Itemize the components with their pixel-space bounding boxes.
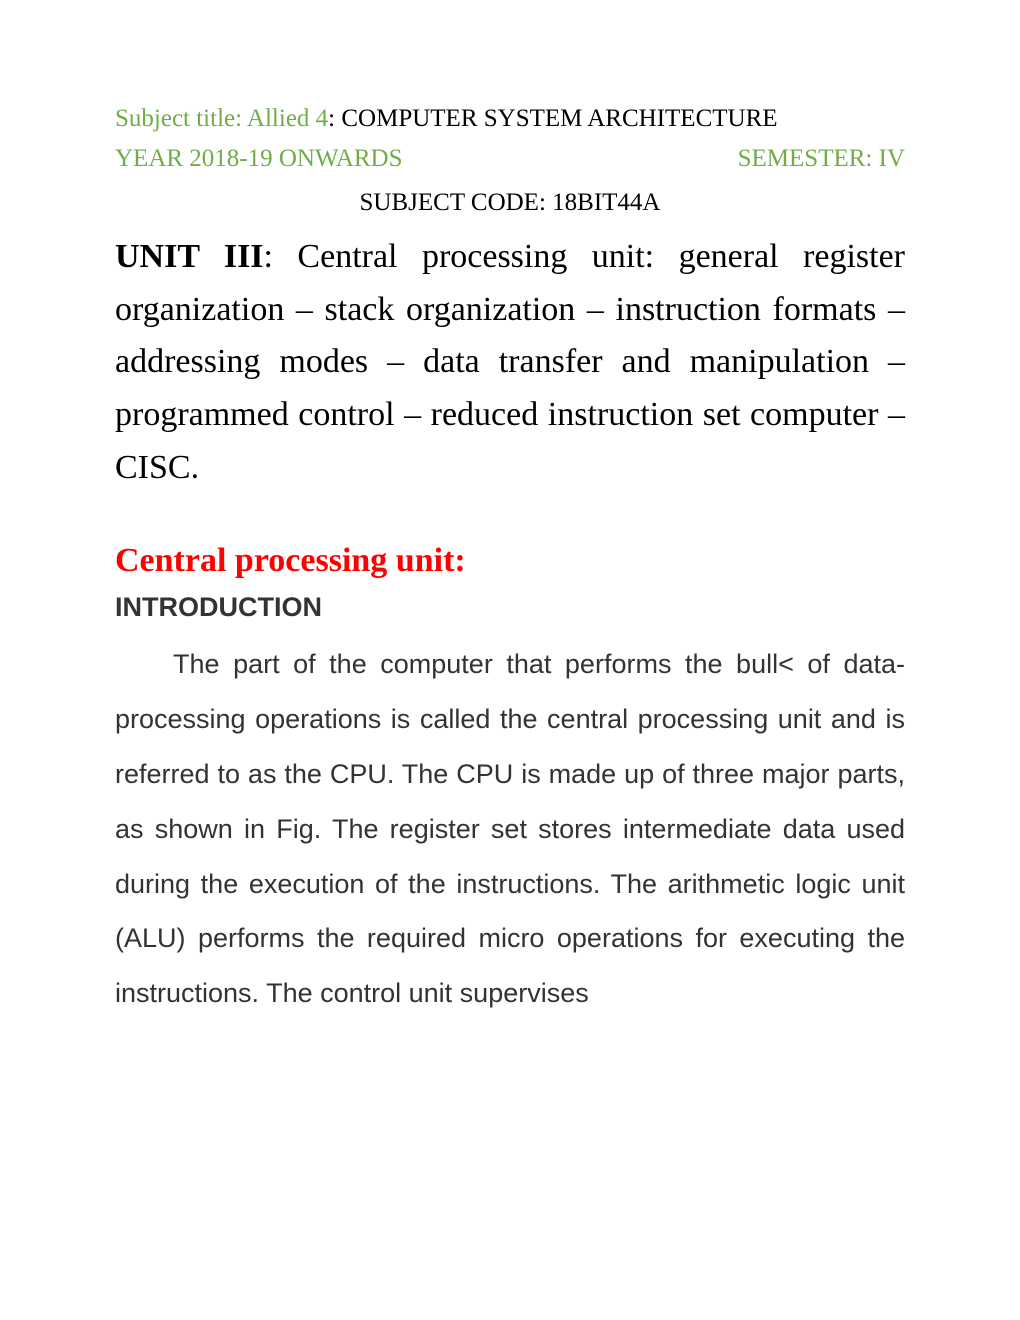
section-title: Central processing unit:: [115, 542, 905, 580]
body-paragraph: The part of the computer that performs t…: [115, 637, 905, 1021]
subject-title-value: : COMPUTER SYSTEM ARCHITECTURE: [328, 105, 777, 132]
unit-paragraph: UNIT III: Central processing unit: gener…: [115, 231, 905, 494]
subject-title-line: Subject title: Allied 4: COMPUTER SYSTEM…: [115, 105, 905, 133]
year-text: YEAR 2018-19 ONWARDS: [115, 145, 403, 173]
subsection-title: INTRODUCTION: [115, 592, 905, 623]
subject-code: SUBJECT CODE: 18BIT44A: [115, 189, 905, 217]
subject-title-label: Subject title: Allied 4: [115, 105, 328, 132]
unit-label: UNIT III: [115, 238, 264, 275]
year-semester-row: YEAR 2018-19 ONWARDS SEMESTER: IV: [115, 145, 905, 173]
semester-text: SEMESTER: IV: [738, 145, 905, 173]
unit-description: : Central processing unit: general regis…: [115, 238, 905, 486]
